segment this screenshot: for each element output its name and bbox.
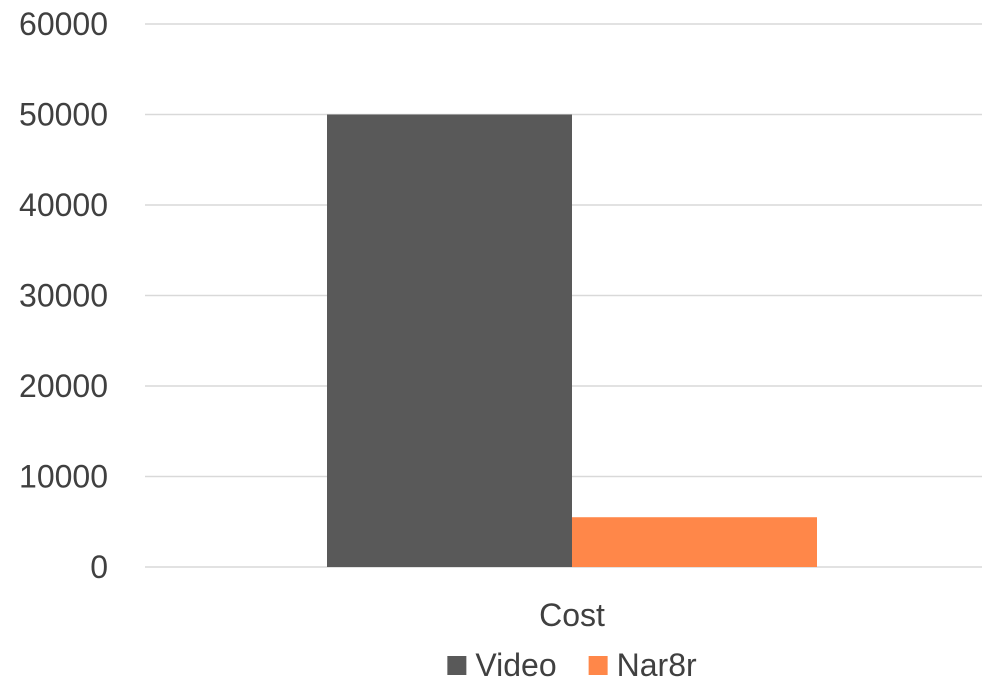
legend-item-video: Video <box>447 647 557 683</box>
legend-item-nar8r: Nar8r <box>588 647 697 683</box>
legend-swatch <box>447 656 467 675</box>
y-tick-label: 0 <box>90 549 108 585</box>
x-category-label: Cost <box>539 597 605 633</box>
y-axis-tick-labels: 0 10000 20000 30000 40000 50000 60000 <box>19 6 108 585</box>
y-tick-label: 50000 <box>19 97 108 133</box>
y-tick-label: 20000 <box>19 368 108 404</box>
bar-nar8r-cost <box>572 517 817 567</box>
legend-label: Nar8r <box>617 647 697 683</box>
y-tick-label: 30000 <box>19 278 108 314</box>
bars <box>327 114 817 567</box>
x-axis-category-labels: Cost <box>539 597 605 633</box>
y-tick-label: 60000 <box>19 6 108 42</box>
legend-label: Video <box>475 647 556 683</box>
bar-video-cost <box>327 114 572 567</box>
y-tick-label: 40000 <box>19 187 108 223</box>
y-tick-label: 10000 <box>19 459 108 495</box>
legend-swatch <box>588 656 608 675</box>
legend: Video Nar8r <box>447 647 697 683</box>
